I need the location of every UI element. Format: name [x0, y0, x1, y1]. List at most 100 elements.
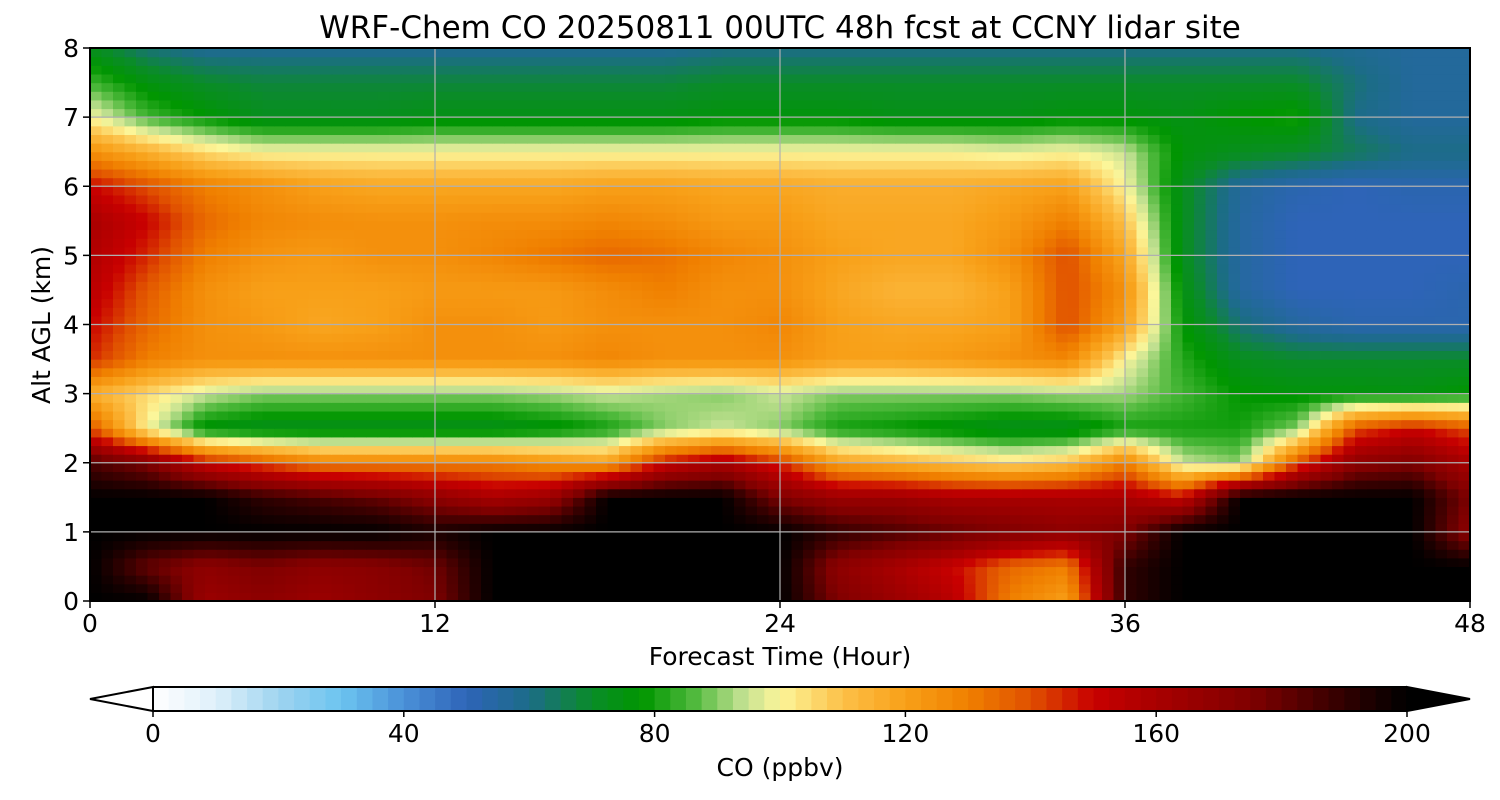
heatmap-cell — [124, 246, 137, 256]
heatmap-cell — [423, 523, 436, 533]
heatmap-cell — [1424, 445, 1437, 455]
heatmap-cell — [343, 592, 356, 602]
heatmap-cell — [722, 557, 735, 568]
heatmap-cell — [1102, 436, 1115, 447]
heatmap-cell — [1010, 583, 1023, 593]
heatmap-cell — [745, 289, 758, 300]
heatmap-cell — [136, 384, 149, 395]
heatmap-cell — [1067, 341, 1080, 352]
heatmap-cell — [262, 592, 275, 602]
heatmap-cell — [216, 488, 229, 498]
heatmap-cell — [193, 393, 206, 403]
heatmap-cell — [446, 497, 459, 507]
heatmap-cell — [136, 566, 149, 576]
heatmap-cell — [757, 333, 770, 343]
heatmap-cell — [998, 281, 1011, 291]
heatmap-cell — [1033, 497, 1046, 507]
heatmap-cell — [975, 497, 988, 507]
heatmap-cell — [688, 549, 701, 559]
heatmap-cell — [722, 272, 735, 282]
heatmap-cell — [1021, 575, 1034, 585]
heatmap-cell — [469, 497, 482, 507]
heatmap-cell — [688, 402, 701, 412]
heatmap-cell — [906, 410, 919, 421]
heatmap-cell — [929, 350, 942, 360]
heatmap-cell — [918, 393, 931, 403]
heatmap-cell — [1320, 324, 1333, 334]
heatmap-cell — [699, 428, 712, 438]
heatmap-cell — [1389, 523, 1402, 533]
heatmap-cell — [998, 428, 1011, 438]
heatmap-cell — [239, 419, 252, 429]
heatmap-cell — [274, 384, 287, 395]
heatmap-cell — [423, 566, 436, 576]
heatmap-cell — [906, 376, 919, 386]
heatmap-cell — [193, 575, 206, 585]
heatmap-cell — [159, 505, 172, 516]
heatmap-cell — [343, 384, 356, 395]
heatmap-cell — [561, 540, 574, 550]
heatmap-cell — [366, 592, 379, 602]
heatmap-cell — [389, 384, 402, 395]
heatmap-cell — [446, 350, 459, 360]
heatmap-cell — [1366, 272, 1379, 282]
heatmap-cell — [998, 514, 1011, 524]
heatmap-cell — [734, 471, 747, 481]
heatmap-cell — [1102, 488, 1115, 498]
heatmap-cell — [1194, 298, 1207, 308]
heatmap-cell — [124, 540, 137, 550]
heatmap-cell — [964, 575, 977, 585]
heatmap-cell — [573, 333, 586, 343]
heatmap-cell — [1332, 367, 1345, 377]
heatmap-cell — [343, 540, 356, 550]
heatmap-cell — [1332, 557, 1345, 568]
heatmap-cell — [722, 575, 735, 585]
heatmap-cell — [1447, 480, 1460, 490]
heatmap-cell — [308, 557, 321, 568]
heatmap-cell — [1458, 350, 1471, 360]
heatmap-cell — [699, 289, 712, 300]
heatmap-cell — [745, 324, 758, 334]
heatmap-cell — [975, 255, 988, 265]
heatmap-cell — [941, 315, 954, 326]
heatmap-cell — [251, 549, 264, 559]
heatmap-cell — [308, 480, 321, 490]
heatmap-cell — [308, 341, 321, 352]
heatmap-cell — [1458, 445, 1471, 455]
heatmap-cell — [964, 341, 977, 352]
heatmap-cell — [837, 445, 850, 455]
heatmap-cell — [446, 566, 459, 576]
heatmap-cell — [159, 497, 172, 507]
heatmap-cell — [1125, 419, 1138, 429]
heatmap-cell — [90, 445, 103, 455]
heatmap-cell — [412, 272, 425, 282]
heatmap-cell — [262, 289, 275, 300]
heatmap-cell — [1332, 480, 1345, 490]
heatmap-cell — [1320, 480, 1333, 490]
heatmap-cell — [987, 575, 1000, 585]
heatmap-cell — [688, 497, 701, 507]
heatmap-cell — [1366, 454, 1379, 464]
heatmap-cell — [561, 497, 574, 507]
heatmap-cell — [837, 454, 850, 464]
heatmap-cell — [481, 410, 494, 421]
heatmap-cell — [1320, 376, 1333, 386]
heatmap-cell — [251, 324, 264, 334]
heatmap-cell — [274, 462, 287, 472]
heatmap-cell — [860, 497, 873, 507]
heatmap-cell — [1274, 324, 1287, 334]
heatmap-cell — [826, 376, 839, 386]
heatmap-cell — [837, 505, 850, 516]
heatmap-cell — [90, 315, 103, 326]
heatmap-cell — [814, 324, 827, 334]
heatmap-cell — [975, 531, 988, 542]
heatmap-cell — [584, 376, 597, 386]
heatmap-cell — [481, 359, 494, 369]
heatmap-cell — [918, 246, 931, 256]
heatmap-cell — [446, 341, 459, 352]
heatmap-cell — [711, 540, 724, 550]
heatmap-cell — [1366, 428, 1379, 438]
heatmap-cell — [1148, 324, 1161, 334]
heatmap-cell — [1102, 583, 1115, 593]
heatmap-cell — [952, 471, 965, 481]
